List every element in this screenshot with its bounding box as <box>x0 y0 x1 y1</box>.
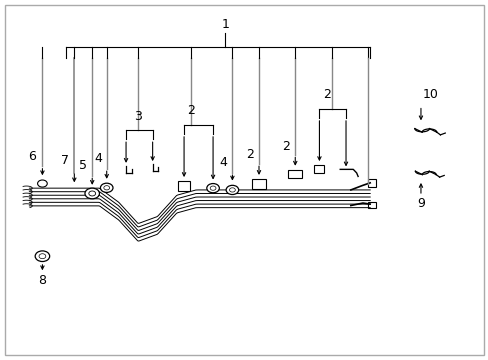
Bar <box>313 165 324 173</box>
Circle shape <box>103 186 109 190</box>
Text: 2: 2 <box>322 89 330 102</box>
Circle shape <box>35 251 50 261</box>
Bar <box>287 170 301 178</box>
Text: 10: 10 <box>422 89 438 102</box>
Circle shape <box>100 183 113 192</box>
Circle shape <box>39 254 46 259</box>
Text: 5: 5 <box>79 159 86 172</box>
Text: 2: 2 <box>187 104 195 117</box>
Text: 1: 1 <box>221 18 229 31</box>
Circle shape <box>85 188 99 199</box>
Circle shape <box>38 180 47 187</box>
Circle shape <box>89 191 95 196</box>
Circle shape <box>225 185 238 194</box>
Text: 2: 2 <box>246 148 254 161</box>
Circle shape <box>210 186 216 190</box>
Text: 7: 7 <box>61 154 68 167</box>
Circle shape <box>206 184 219 193</box>
Text: 9: 9 <box>416 197 424 210</box>
Bar <box>367 202 376 208</box>
Text: 3: 3 <box>134 110 142 123</box>
Bar <box>178 181 189 192</box>
Text: 6: 6 <box>28 150 36 163</box>
Text: 8: 8 <box>39 274 46 287</box>
Text: 2: 2 <box>282 140 290 153</box>
Text: 4: 4 <box>219 157 227 170</box>
Text: 4: 4 <box>94 152 102 165</box>
Bar <box>252 179 265 189</box>
Bar <box>367 179 376 187</box>
Circle shape <box>229 188 235 192</box>
